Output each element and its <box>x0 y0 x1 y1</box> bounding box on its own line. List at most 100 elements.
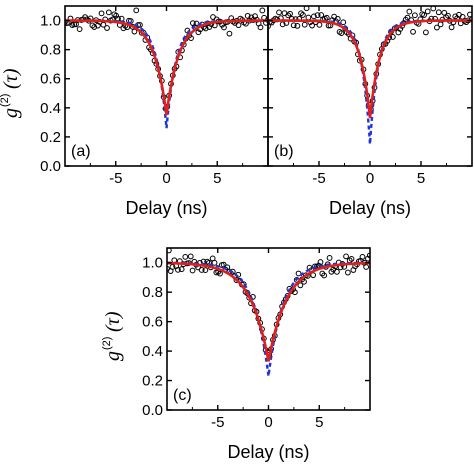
data-point <box>195 29 202 36</box>
data-point <box>113 12 120 19</box>
x-axis-title: Delay (ns) <box>125 198 207 218</box>
data-point <box>434 24 440 31</box>
data-point <box>295 270 302 277</box>
data-point <box>410 28 416 35</box>
plot-area <box>167 248 370 377</box>
y-tick-label: 1.0 <box>40 13 61 30</box>
y-tick-label: 0.8 <box>40 42 61 59</box>
data-point <box>389 34 396 40</box>
data-point <box>211 259 218 266</box>
plot-area <box>268 6 472 145</box>
y-axis-title-g: g <box>102 351 124 361</box>
data-point <box>91 24 98 30</box>
panel-b: -5 0 5 Delay (ns) (b) <box>267 5 473 218</box>
y-axis-title-sup: (2) <box>101 337 113 350</box>
data-point <box>317 259 324 265</box>
x-tick-label: -5 <box>211 414 224 431</box>
data-point <box>257 24 264 31</box>
data-point <box>188 35 194 42</box>
deconvolved-curve <box>167 261 370 377</box>
data-point <box>348 255 355 262</box>
data-point <box>448 24 455 31</box>
x-axis-title: Delay (ns) <box>227 442 309 462</box>
y-tick-label: 1.0 <box>142 255 163 272</box>
data-point <box>311 13 317 20</box>
data-point <box>104 25 110 31</box>
data-point <box>406 8 413 15</box>
fit-curve <box>167 261 370 362</box>
x-tick-label: 5 <box>417 170 425 187</box>
y-tick-label: 0.0 <box>40 158 61 175</box>
y-axis-title-g: g <box>0 108 22 118</box>
data-point <box>423 29 429 36</box>
panel-label: (a) <box>71 143 91 160</box>
data-point <box>316 21 323 28</box>
data-point <box>437 21 444 28</box>
data-point <box>287 10 293 17</box>
y-axis-title: g(2) (τ) <box>101 311 124 361</box>
data-point <box>338 30 345 36</box>
data-point <box>226 30 233 37</box>
data-point <box>301 278 307 285</box>
data-point <box>445 12 451 19</box>
panel-label: (c) <box>173 387 192 404</box>
x-tick-label: 5 <box>315 414 323 431</box>
data-point <box>301 21 308 28</box>
x-tick-label: 0 <box>264 414 272 431</box>
data-point <box>299 12 306 18</box>
data-point <box>467 11 472 18</box>
y-tick-label: 0.4 <box>40 100 61 117</box>
data-point <box>178 266 185 273</box>
data-point <box>65 19 68 25</box>
x-tick-label: 0 <box>162 170 170 187</box>
fit-curve <box>65 19 268 116</box>
data-point <box>359 254 366 260</box>
y-tick-label: 0.8 <box>142 284 163 301</box>
data-point <box>309 22 315 29</box>
y-tick-label: 0.6 <box>142 314 163 331</box>
y-axis-title-arg: (τ) <box>0 68 22 89</box>
x-axis-title: Delay (ns) <box>329 198 411 218</box>
plot-area <box>65 7 268 129</box>
data-point <box>290 22 297 29</box>
y-tick-label: 0.6 <box>40 71 61 88</box>
y-axis-title: g(2) (τ) <box>0 68 22 118</box>
data-point <box>411 12 418 19</box>
y-axis-title-sup: (2) <box>0 94 11 107</box>
data-point <box>279 21 286 28</box>
data-point <box>424 8 431 15</box>
data-point <box>340 19 347 26</box>
data-point <box>310 272 317 279</box>
data-point <box>105 9 112 16</box>
data-point <box>435 9 442 16</box>
y-axis-title-arg: (τ) <box>102 311 124 332</box>
panel-label: (b) <box>274 143 294 160</box>
y-tick-label: 0.2 <box>40 129 61 146</box>
data-point <box>133 7 140 14</box>
data-point <box>314 12 321 19</box>
data-point <box>259 7 266 14</box>
data-point <box>334 268 340 275</box>
measured-data-points <box>65 7 268 112</box>
y-tick-label: 0.2 <box>142 373 163 390</box>
y-tick-label: 0.0 <box>142 402 163 419</box>
data-point <box>321 272 328 279</box>
data-point <box>294 22 301 29</box>
deconvolved-curve <box>268 19 472 145</box>
data-point <box>71 21 78 28</box>
y-tick-label: 0.4 <box>142 343 163 360</box>
x-tick-label: 5 <box>213 170 221 187</box>
x-tick-label: -5 <box>312 170 325 187</box>
data-point <box>343 253 349 260</box>
data-point <box>303 6 310 12</box>
fit-curve <box>268 19 472 119</box>
data-point <box>217 270 223 277</box>
x-tick-label: 0 <box>366 170 374 187</box>
data-point <box>334 15 341 22</box>
data-point <box>276 9 282 16</box>
data-point <box>76 26 83 33</box>
data-point <box>363 264 370 270</box>
data-point <box>202 267 209 274</box>
data-point <box>175 266 181 273</box>
data-point <box>344 269 351 276</box>
